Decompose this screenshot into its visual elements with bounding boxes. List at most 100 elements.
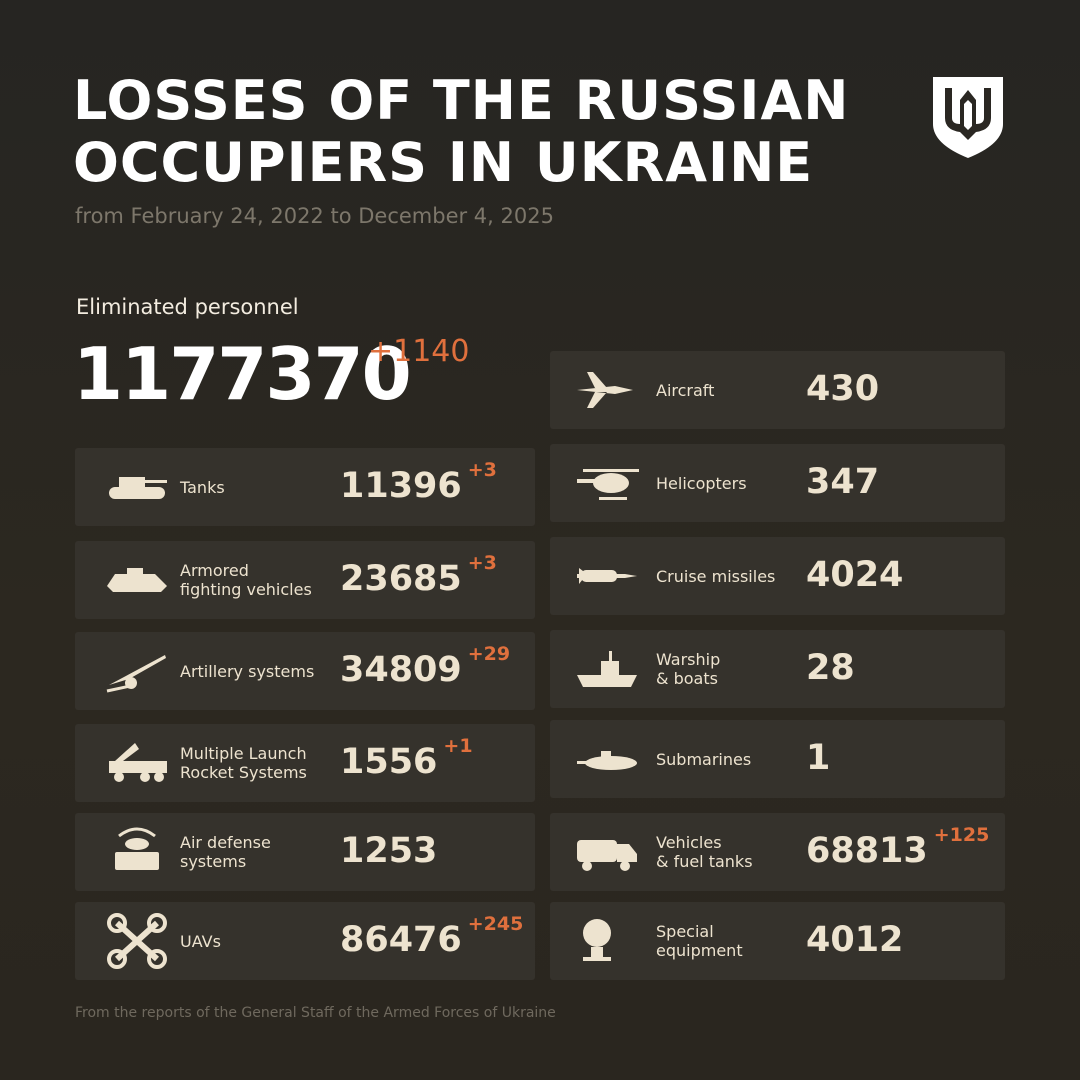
icon bbox=[115, 827, 159, 870]
icon bbox=[577, 372, 633, 408]
stat-card: Vehicles & fuel tanks 68813 +125 bbox=[550, 813, 1005, 891]
stat-card: Artillery systems 34809 +29 bbox=[75, 632, 535, 710]
icon bbox=[109, 477, 167, 499]
icon bbox=[577, 840, 637, 871]
stat-label: Submarines bbox=[656, 749, 752, 769]
icon-shape bbox=[109, 487, 165, 499]
stat-value: 1253 bbox=[340, 831, 438, 871]
icon bbox=[583, 919, 611, 961]
icon-shape bbox=[577, 761, 587, 764]
personnel-value: 1177370 bbox=[73, 332, 412, 416]
footer: From the reports of the General Staff of… bbox=[75, 1005, 556, 1021]
stat-label: Artillery systems bbox=[180, 661, 315, 681]
icon-shape bbox=[577, 675, 637, 687]
icon bbox=[106, 655, 166, 693]
stat-value: 23685 bbox=[340, 559, 462, 599]
title-line: OCCUPIERS IN UKRAINE bbox=[73, 131, 814, 194]
stat-label: Cruise missiles bbox=[656, 566, 776, 586]
stat-value: 347 bbox=[806, 462, 880, 502]
icon-shape bbox=[577, 372, 633, 408]
stat-value-wrap: 430 bbox=[806, 369, 879, 409]
stat-label: Warship & boats bbox=[656, 650, 721, 688]
stat-value: 86476 bbox=[340, 920, 462, 960]
icon-shape bbox=[583, 919, 611, 947]
title: LOSSES OF THE RUSSIAN OCCUPIERS IN UKRAI… bbox=[73, 70, 850, 194]
stat-delta: +1 bbox=[443, 735, 473, 758]
icon-shape bbox=[118, 827, 156, 838]
icon-shape bbox=[617, 844, 637, 862]
icon-shape bbox=[577, 479, 599, 483]
stat-value-wrap: 28 bbox=[806, 648, 855, 688]
icon-shape bbox=[147, 949, 167, 969]
stat-card: Armored fighting vehicles 23685 +3 bbox=[75, 541, 535, 619]
icon bbox=[107, 568, 167, 592]
stat-value: 68813 bbox=[806, 831, 928, 871]
icon bbox=[577, 751, 637, 770]
stat-value-wrap: 1556 +1 bbox=[340, 735, 473, 782]
icon-shape bbox=[114, 772, 124, 782]
stat-card: Helicopters 347 bbox=[550, 444, 1005, 522]
icon-shape bbox=[582, 861, 592, 871]
icon-shape bbox=[109, 655, 166, 685]
icon bbox=[577, 651, 637, 687]
icon-shape bbox=[107, 913, 127, 933]
icon-shape bbox=[115, 852, 159, 870]
title-line: LOSSES OF THE RUSSIAN bbox=[73, 69, 850, 132]
stat-value: 4024 bbox=[806, 555, 904, 595]
subtitle: from February 24, 2022 to December 4, 20… bbox=[75, 204, 554, 228]
stat-card: Warship & boats 28 bbox=[550, 630, 1005, 708]
stat-delta: +3 bbox=[467, 459, 497, 482]
stat-value: 1 bbox=[806, 738, 831, 778]
stat-value: 34809 bbox=[340, 650, 462, 690]
stat-value: 11396 bbox=[340, 466, 462, 506]
icon-shape bbox=[581, 570, 617, 582]
icon-shape bbox=[107, 949, 127, 969]
stat-delta: +3 bbox=[467, 552, 497, 575]
stat-value-wrap: 34809 +29 bbox=[340, 643, 510, 690]
icon bbox=[577, 469, 639, 500]
stat-card: Multiple Launch Rocket Systems 1556 +1 bbox=[75, 724, 535, 802]
icon-shape bbox=[585, 756, 637, 770]
stat-card: Aircraft 430 bbox=[550, 351, 1005, 429]
trident bbox=[945, 88, 991, 140]
stat-value: 1556 bbox=[340, 742, 438, 782]
stat-value-wrap: 4012 bbox=[806, 920, 903, 960]
stat-delta: +29 bbox=[467, 643, 511, 666]
icon-shape bbox=[154, 772, 164, 782]
icon-shape bbox=[145, 480, 167, 483]
personnel-label: Eliminated personnel bbox=[76, 295, 299, 319]
stat-label: Vehicles & fuel tanks bbox=[656, 833, 753, 871]
stat-value-wrap: 347 bbox=[806, 462, 879, 502]
stat-label: Multiple Launch Rocket Systems bbox=[180, 744, 307, 782]
icon-shape bbox=[601, 751, 611, 759]
icon-shape bbox=[115, 743, 139, 761]
stat-value-wrap: 1 bbox=[806, 738, 830, 778]
stat-label: Armored fighting vehicles bbox=[180, 561, 312, 599]
stat-label: Tanks bbox=[180, 477, 225, 497]
icon-shape bbox=[601, 661, 619, 675]
stat-label: UAVs bbox=[180, 931, 221, 951]
stat-card: UAVs 86476 +245 bbox=[75, 902, 535, 980]
stat-value-wrap: 68813 +125 bbox=[806, 824, 989, 871]
icon-shape bbox=[609, 651, 612, 661]
icon-shape bbox=[577, 840, 617, 862]
shield bbox=[933, 77, 1003, 158]
icon-shape bbox=[147, 913, 167, 933]
stat-value-wrap: 11396 +3 bbox=[340, 459, 497, 506]
personnel-delta: +1140 bbox=[368, 334, 470, 369]
icon-shape bbox=[579, 568, 587, 584]
stat-label: Special equipment bbox=[656, 922, 743, 960]
stat-card: Cruise missiles 4024 bbox=[550, 537, 1005, 615]
stat-value: 28 bbox=[806, 648, 855, 688]
stat-card: Tanks 11396 +3 bbox=[75, 448, 535, 526]
icon-shape bbox=[583, 957, 611, 961]
icon bbox=[577, 568, 637, 584]
stat-value-wrap: 4024 bbox=[806, 555, 903, 595]
icon-shape bbox=[583, 469, 639, 472]
stat-card: Air defense systems 1253 bbox=[75, 813, 535, 891]
icon-shape bbox=[119, 477, 145, 487]
stat-delta: +125 bbox=[933, 824, 990, 847]
stat-value: 430 bbox=[806, 369, 880, 409]
icon-shape bbox=[591, 947, 603, 957]
